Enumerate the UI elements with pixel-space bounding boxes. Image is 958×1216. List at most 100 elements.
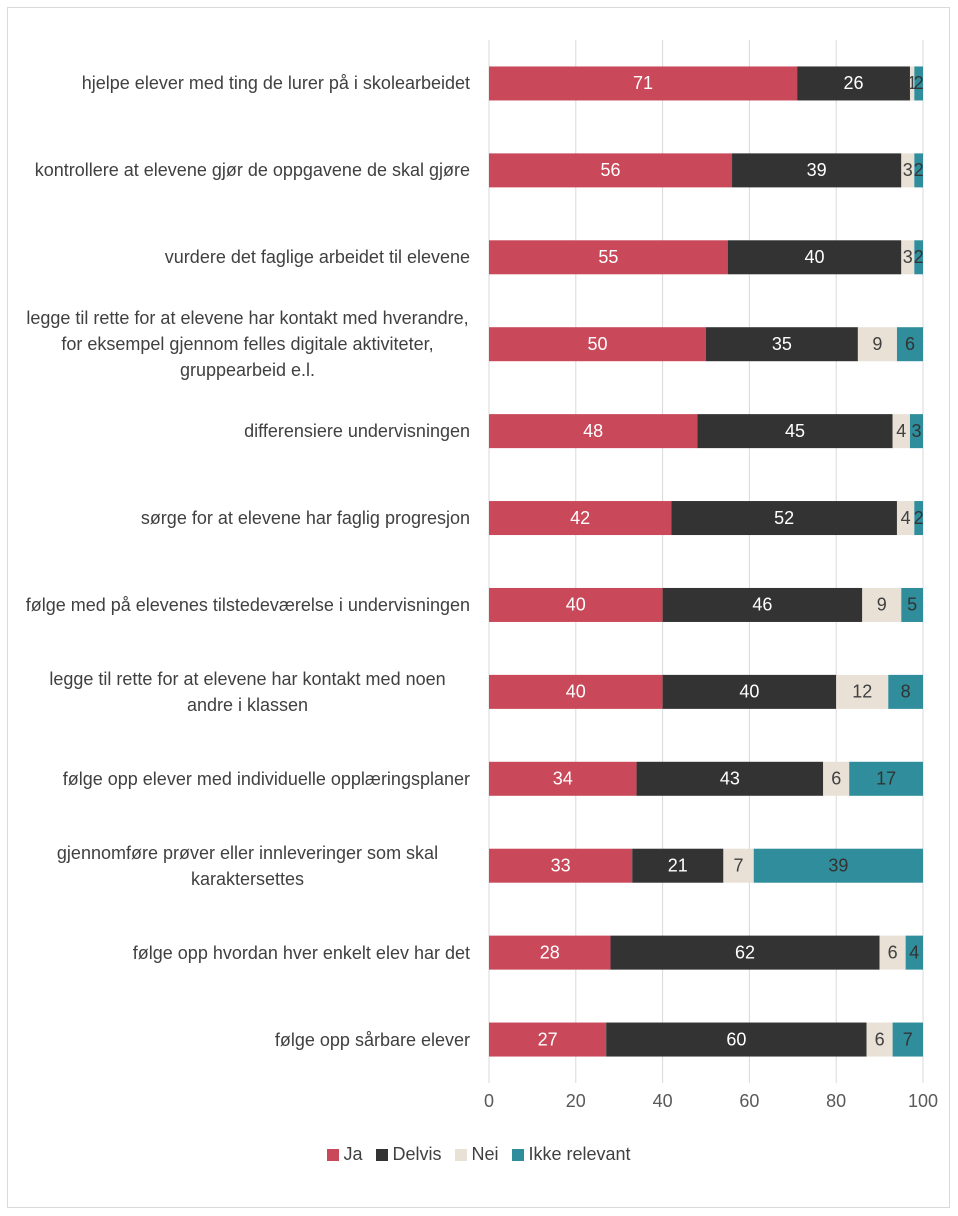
legend-swatch: [376, 1148, 389, 1161]
data-label: 42: [570, 508, 590, 528]
bar-segment: [489, 587, 663, 622]
bar-segment: [905, 935, 923, 970]
data-label: 2: [914, 508, 924, 528]
category-text: kontrollere at elevene gjør de oppgavene…: [34, 160, 470, 181]
data-label: 40: [566, 595, 586, 615]
bar-segment: [727, 240, 902, 275]
bar-segment: [706, 327, 858, 362]
data-label: 33: [551, 855, 571, 875]
legend-swatch: [455, 1148, 468, 1161]
data-label: 40: [804, 247, 824, 267]
x-tick-label: 40: [653, 1091, 673, 1111]
data-label: 52: [774, 508, 794, 528]
category-text: følge opp hvordan hver enkelt elev har d…: [132, 942, 470, 963]
data-label: 39: [828, 855, 848, 875]
category-text: hjelpe elever med ting de lurer på i sko…: [81, 73, 470, 94]
x-tick-label: 80: [826, 1091, 846, 1111]
data-label: 50: [587, 334, 607, 354]
bar-segment: [909, 66, 915, 101]
data-label: 3: [911, 421, 921, 441]
category-label: legge til rette for at elevene har konta…: [25, 648, 470, 736]
category-label: vurdere det faglige arbeidet til elevene: [25, 213, 470, 301]
bar-segment: [489, 327, 706, 362]
bar-segment: [896, 501, 915, 536]
bar-segment: [866, 1022, 893, 1057]
category-text: følge opp elever med individuelle opplær…: [62, 768, 470, 789]
data-label: 28: [540, 942, 560, 962]
bar-segment: [901, 240, 915, 275]
data-label: 40: [566, 682, 586, 702]
legend-item: Delvis: [376, 1144, 441, 1165]
data-label: 6: [888, 942, 898, 962]
bar-segment: [849, 761, 923, 796]
category-label: kontrollere at elevene gjør de oppgavene…: [25, 126, 470, 214]
bar-segment: [723, 848, 754, 883]
bar-segment: [914, 240, 923, 275]
legend-label: Nei: [471, 1144, 499, 1164]
legend: Ja Delvis Nei Ikke relevant: [0, 1144, 958, 1165]
category-label: differensiere undervisningen: [25, 387, 470, 475]
x-tick-label: 100: [908, 1091, 938, 1111]
legend-label: Delvis: [392, 1144, 442, 1164]
legend-label: Ja: [343, 1144, 363, 1164]
data-label: 9: [872, 334, 882, 354]
data-label: 17: [876, 769, 896, 789]
bar-segment: [489, 414, 698, 449]
bar-segment: [671, 501, 897, 536]
data-label: 7: [903, 1029, 913, 1049]
data-label: 39: [807, 160, 827, 180]
bar-segment: [489, 501, 672, 536]
bar-segment: [489, 1022, 607, 1057]
category-label: sørge for at elevene har faglig progresj…: [25, 474, 470, 562]
data-label: 3: [903, 160, 913, 180]
data-label: 3: [903, 247, 913, 267]
bar-segment: [862, 587, 902, 622]
data-label: 60: [726, 1029, 746, 1049]
bar-segment: [489, 153, 733, 188]
bar-segment: [914, 153, 923, 188]
legend-item: Ikke relevant: [512, 1144, 631, 1165]
bar-segment: [606, 1022, 867, 1057]
data-label: 43: [720, 769, 740, 789]
data-label: 4: [909, 942, 919, 962]
legend-swatch: [512, 1148, 525, 1161]
x-tick-label: 20: [566, 1091, 586, 1111]
bar-segment: [892, 414, 910, 449]
x-tick-label: 0: [484, 1091, 494, 1111]
bar-segment: [610, 935, 880, 970]
data-label: 26: [844, 73, 864, 93]
category-label: følge opp elever med individuelle opplær…: [25, 735, 470, 823]
bar-segment: [901, 153, 915, 188]
data-label: 2: [914, 160, 924, 180]
data-label: 40: [739, 682, 759, 702]
data-label: 71: [633, 73, 653, 93]
data-label: 46: [752, 595, 772, 615]
data-label: 9: [877, 595, 887, 615]
bar-segment: [632, 848, 724, 883]
bar-segment: [489, 761, 637, 796]
category-label: følge opp hvordan hver enkelt elev har d…: [25, 909, 470, 997]
bar-segment: [697, 414, 893, 449]
data-label: 7: [734, 855, 744, 875]
data-label: 45: [785, 421, 805, 441]
category-text: følge med på elevenes tilstedeværelse i …: [25, 594, 470, 615]
bar-segment: [636, 761, 824, 796]
legend-label: Ikke relevant: [528, 1144, 631, 1164]
bar-segment: [489, 935, 611, 970]
category-text: følge opp sårbare elever: [274, 1029, 470, 1050]
data-label: 12: [852, 682, 872, 702]
legend-item: Nei: [455, 1144, 498, 1165]
bar-segment: [836, 674, 889, 709]
legend-item: Ja: [327, 1144, 362, 1165]
category-label: følge opp sårbare elever: [25, 996, 470, 1084]
category-text: legge til rette for at elevene har konta…: [26, 308, 469, 381]
category-label: følge med på elevenes tilstedeværelse i …: [25, 561, 470, 649]
bar-segment: [797, 66, 910, 101]
data-label: 55: [598, 247, 618, 267]
bar-segment: [892, 1022, 923, 1057]
bar-segment: [732, 153, 902, 188]
data-label: 35: [772, 334, 792, 354]
bar-segment: [489, 66, 798, 101]
